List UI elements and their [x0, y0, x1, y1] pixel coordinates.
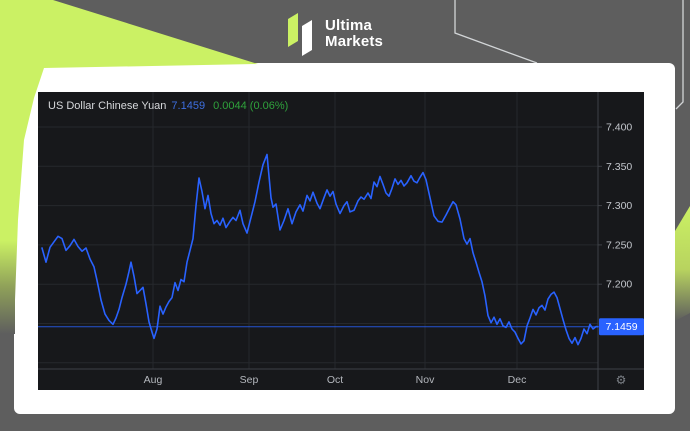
month-label: Nov	[416, 374, 435, 386]
price-tick-label: 7.250	[606, 239, 632, 251]
symbol-title[interactable]: US Dollar Chinese Yuan	[48, 100, 167, 112]
lime-strip-right	[675, 206, 690, 321]
ultima-markets-logo: Ultima Markets	[288, 13, 383, 57]
last-price: 7.1459	[171, 100, 206, 112]
logo-line2: Markets	[325, 33, 384, 50]
outline-hexagon-right	[675, 0, 684, 110]
month-label: Aug	[144, 374, 163, 386]
outline-hexagon-left	[454, 0, 538, 64]
price-line-series	[41, 153, 599, 346]
chart-canvas[interactable]: 7.400 7.350 7.300 7.250 7.200 Aug Sep Oct Nov Dec…	[38, 92, 644, 390]
price-tick-label: 7.350	[606, 161, 632, 173]
price-tick-label: 7.400	[606, 122, 632, 134]
price-tick-label: 7.300	[606, 200, 632, 212]
ultima-markets-logo-icon	[288, 13, 312, 56]
chart-legend[interactable]: US Dollar Chinese Yuan 7.1459 0.0044 (0.06…	[48, 99, 288, 113]
price-tick-label: 7.200	[606, 279, 632, 291]
current-price-tag	[599, 318, 644, 336]
month-label: Oct	[327, 374, 343, 386]
price-chart-panel: US Dollar Chinese Yuan 7.1459 0.0044 (0.06…	[38, 92, 644, 390]
month-label: Sep	[240, 374, 259, 386]
current-price-tag-label: 7.1459	[605, 321, 637, 333]
month-label: Dec	[508, 374, 527, 386]
gear-icon[interactable]: ⚙	[616, 373, 627, 387]
price-change: 0.0044 (0.06%)	[213, 100, 289, 112]
logo-text: Ultima Markets	[325, 13, 383, 50]
logo-line1: Ultima	[325, 17, 373, 34]
